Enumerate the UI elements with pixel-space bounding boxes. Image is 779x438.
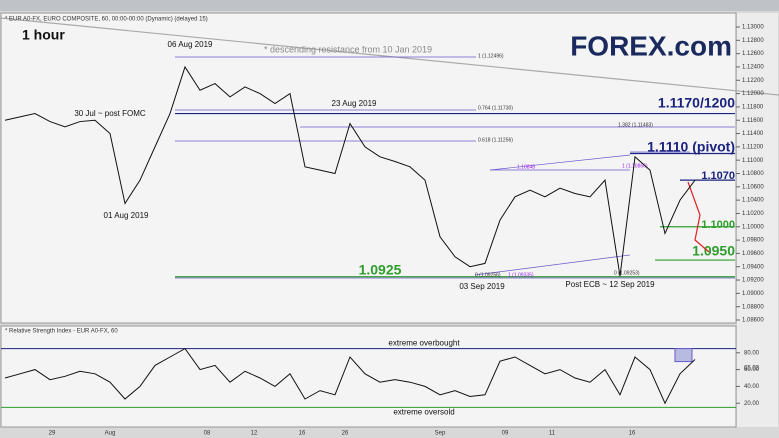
x-tick-label: 16 bbox=[299, 431, 306, 437]
level-label: 1.1070 bbox=[701, 170, 735, 182]
y-tick-label: 1.10000 bbox=[742, 224, 764, 230]
annotation: 1 (1.12496) bbox=[478, 53, 504, 59]
y-tick-label: 1.09800 bbox=[742, 238, 764, 244]
y-tick-label: 1.09600 bbox=[742, 251, 764, 257]
annotation: 0 (1.09256) bbox=[475, 272, 501, 278]
annotation: 0.764 (1.11730) bbox=[478, 105, 513, 111]
y-tick-label: 1.11000 bbox=[742, 158, 764, 164]
rsi-last-label: 65.03 bbox=[744, 366, 760, 372]
descending-resistance bbox=[0, 17, 779, 96]
y-tick-label: 1.10400 bbox=[742, 198, 764, 204]
oversold-label: extreme oversold bbox=[393, 408, 454, 417]
rsi-tick-label: 20.00 bbox=[744, 401, 760, 407]
level-label: 1.0925 bbox=[359, 262, 402, 278]
y-tick-label: 1.10600 bbox=[742, 184, 764, 190]
annotation: 0 (1.09253) bbox=[614, 270, 640, 276]
y-tick-label: 1.08600 bbox=[742, 318, 764, 324]
logo: FOREX.com bbox=[570, 30, 732, 61]
y-tick-label: 1.12000 bbox=[742, 91, 764, 97]
rsi-tick-label: 40.00 bbox=[744, 384, 760, 390]
annotation: Post ECB ~ 12 Sep 2019 bbox=[565, 280, 655, 289]
x-tick-label: 16 bbox=[629, 431, 636, 437]
rsi-panel bbox=[0, 325, 737, 428]
chart-title: 1 hour bbox=[22, 27, 65, 43]
y-tick-label: 1.09200 bbox=[742, 278, 764, 284]
rsi-title: * Relative Strength Index - EUR A0-FX, 6… bbox=[5, 329, 118, 335]
rsi-line bbox=[4, 347, 696, 405]
rsi-tick-label: 80.00 bbox=[744, 350, 760, 356]
level-label: 1.1000 bbox=[701, 219, 735, 231]
x-tick-label: 11 bbox=[549, 431, 556, 437]
annotation: 06 Aug 2019 bbox=[168, 40, 213, 49]
y-tick-label: 1.11600 bbox=[742, 118, 764, 124]
level-label: 1.1170/1200 bbox=[658, 95, 735, 111]
y-tick-label: 1.13000 bbox=[742, 25, 764, 31]
price-line bbox=[4, 65, 696, 277]
annotation: 1.10848 bbox=[517, 164, 535, 170]
level-label: 1.1110 (pivot) bbox=[647, 139, 735, 155]
toolbar bbox=[0, 0, 779, 11]
y-tick-label: 1.11400 bbox=[742, 131, 764, 137]
annotation: 30 Jul ~ post FOMC bbox=[74, 109, 146, 118]
right-axis bbox=[737, 13, 778, 427]
x-tick-label: 12 bbox=[251, 431, 258, 437]
rsi-tick-label: 60.00 bbox=[744, 367, 760, 373]
annotation: 1.382 (1.11483) bbox=[618, 122, 653, 128]
annotation: 0.618 (1.11256) bbox=[478, 137, 513, 143]
y-tick-label: 1.12200 bbox=[742, 78, 764, 84]
header: * EUR A0-FX, EURO COMPOSITE, 60, 00:00-0… bbox=[5, 17, 208, 23]
price-panel bbox=[0, 12, 737, 324]
y-tick-label: 1.08800 bbox=[742, 304, 764, 310]
annotation: * descending resistance from 10 Jan 2019 bbox=[264, 44, 432, 54]
y-tick-label: 1.11800 bbox=[742, 104, 764, 110]
y-tick-label: 1.10200 bbox=[742, 211, 764, 217]
annotation: 1 (1.10866) bbox=[622, 163, 648, 169]
annotation: 1 (1.09335) bbox=[508, 272, 534, 278]
guide-line bbox=[489, 154, 631, 171]
forecast-arrow bbox=[687, 181, 710, 253]
guide-line bbox=[474, 254, 631, 276]
annotation: 23 Aug 2019 bbox=[332, 99, 377, 108]
x-tick-label: Aug bbox=[105, 431, 116, 437]
y-tick-label: 1.09000 bbox=[742, 291, 764, 297]
overbought-label: extreme overbought bbox=[388, 339, 460, 348]
x-tick-label: Sep bbox=[435, 431, 446, 437]
highlight-box bbox=[674, 348, 693, 363]
y-tick-label: 1.12800 bbox=[742, 38, 764, 44]
level-label: 1.0950 bbox=[692, 243, 735, 259]
x-tick-label: 29 bbox=[49, 431, 56, 437]
annotation: 01 Aug 2019 bbox=[104, 211, 149, 220]
y-tick-label: 1.12600 bbox=[742, 51, 764, 57]
y-tick-label: 1.12400 bbox=[742, 65, 764, 71]
y-tick-label: 1.10800 bbox=[742, 171, 764, 177]
x-tick-label: 26 bbox=[342, 431, 349, 437]
y-tick-label: 1.09400 bbox=[742, 264, 764, 270]
annotation: 03 Sep 2019 bbox=[459, 282, 505, 291]
x-tick-label: 09 bbox=[502, 431, 509, 437]
y-tick-label: 1.11200 bbox=[742, 144, 764, 150]
x-tick-label: 08 bbox=[204, 431, 211, 437]
